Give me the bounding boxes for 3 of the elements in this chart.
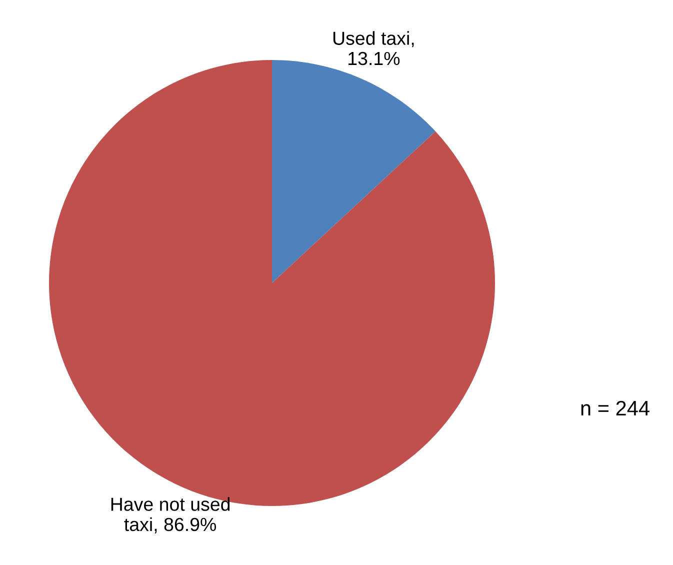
data-label: Have not used taxi, 86.9%	[111, 497, 230, 534]
text: n = 244	[581, 400, 650, 416]
data-label: Used taxi, 13.1%	[333, 31, 414, 66]
